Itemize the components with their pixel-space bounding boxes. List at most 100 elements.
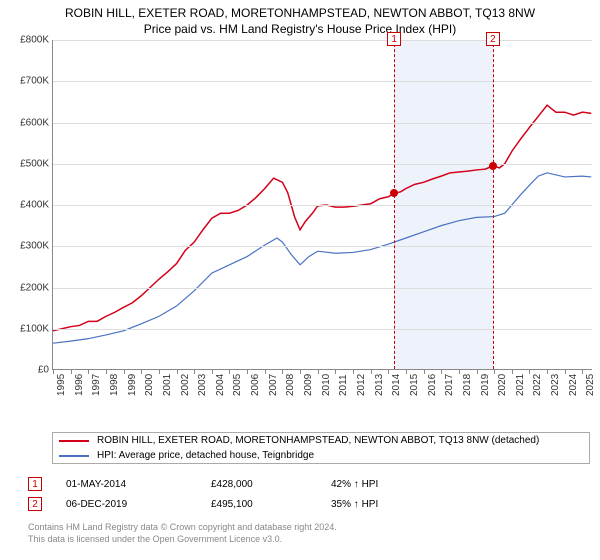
gridline xyxy=(53,164,592,165)
event-table-row: 2 06-DEC-2019£495,10035% ↑ HPI xyxy=(28,494,590,514)
y-axis-label: £400K xyxy=(9,200,49,211)
chart-title-address: ROBIN HILL, EXETER ROAD, MORETONHAMPSTEA… xyxy=(0,0,600,20)
event-badge: 2 xyxy=(486,32,500,46)
x-axis-label: 2011 xyxy=(338,374,349,396)
x-axis-tick xyxy=(529,370,530,374)
x-axis-tick xyxy=(318,370,319,374)
event-marker-line xyxy=(493,34,494,369)
event-date: 06-DEC-2019 xyxy=(66,499,211,510)
x-axis-label: 2000 xyxy=(144,374,155,396)
footnote: Contains HM Land Registry data © Crown c… xyxy=(28,522,590,545)
event-marker-line xyxy=(394,34,395,369)
x-axis-tick xyxy=(565,370,566,374)
x-axis-label: 2023 xyxy=(550,374,561,396)
x-axis-label: 1995 xyxy=(56,374,67,396)
event-table-badge: 2 xyxy=(28,497,42,511)
gridline xyxy=(53,246,592,247)
event-table: 101-MAY-2014£428,00042% ↑ HPI206-DEC-201… xyxy=(28,474,590,514)
gridline xyxy=(53,81,592,82)
x-axis-label: 2010 xyxy=(321,374,332,396)
gridline xyxy=(53,123,592,124)
legend-label: HPI: Average price, detached house, Teig… xyxy=(97,450,314,461)
series-line-hpi xyxy=(53,173,591,343)
event-date: 01-MAY-2014 xyxy=(66,479,211,490)
x-axis-tick xyxy=(53,370,54,374)
event-point-marker xyxy=(489,162,497,170)
x-axis-label: 2012 xyxy=(356,374,367,396)
x-axis-tick xyxy=(512,370,513,374)
x-axis-label: 2025 xyxy=(585,374,596,396)
x-axis-tick xyxy=(371,370,372,374)
legend-swatch xyxy=(59,440,89,442)
footnote-line-2: This data is licensed under the Open Gov… xyxy=(28,534,590,546)
x-axis-label: 2020 xyxy=(497,374,508,396)
y-axis-label: £300K xyxy=(9,241,49,252)
event-price: £428,000 xyxy=(211,479,331,490)
x-axis-tick xyxy=(247,370,248,374)
x-axis-label: 1999 xyxy=(127,374,138,396)
x-axis-label: 2001 xyxy=(162,374,173,396)
x-axis-tick xyxy=(141,370,142,374)
x-axis-tick xyxy=(335,370,336,374)
y-axis-label: £600K xyxy=(9,117,49,128)
x-axis-label: 2019 xyxy=(480,374,491,396)
x-axis-tick xyxy=(547,370,548,374)
x-axis-label: 2021 xyxy=(515,374,526,396)
x-axis-label: 1998 xyxy=(109,374,120,396)
x-axis-tick xyxy=(177,370,178,374)
x-axis-tick xyxy=(282,370,283,374)
x-axis-label: 2018 xyxy=(462,374,473,396)
x-axis-tick xyxy=(494,370,495,374)
y-axis-label: £700K xyxy=(9,76,49,87)
x-axis-label: 2004 xyxy=(215,374,226,396)
x-axis-label: 2008 xyxy=(285,374,296,396)
x-axis-label: 2017 xyxy=(444,374,455,396)
legend-swatch xyxy=(59,455,89,457)
chart-area: £0£100K£200K£300K£400K£500K£600K£700K£80… xyxy=(10,40,592,400)
gridline xyxy=(53,205,592,206)
x-axis-label: 2016 xyxy=(427,374,438,396)
x-axis-label: 2022 xyxy=(532,374,543,396)
x-axis-tick xyxy=(229,370,230,374)
x-axis-tick xyxy=(582,370,583,374)
footnote-line-1: Contains HM Land Registry data © Crown c… xyxy=(28,522,590,534)
x-axis-tick xyxy=(300,370,301,374)
legend-item: ROBIN HILL, EXETER ROAD, MORETONHAMPSTEA… xyxy=(53,433,589,448)
x-axis-label: 2003 xyxy=(197,374,208,396)
x-axis-tick xyxy=(406,370,407,374)
x-axis-label: 2024 xyxy=(568,374,579,396)
chart-subtitle: Price paid vs. HM Land Registry's House … xyxy=(0,20,600,40)
x-axis-label: 2013 xyxy=(374,374,385,396)
gridline xyxy=(53,288,592,289)
legend-box: ROBIN HILL, EXETER ROAD, MORETONHAMPSTEA… xyxy=(52,432,590,464)
x-axis-label: 2005 xyxy=(232,374,243,396)
x-axis-label: 1997 xyxy=(91,374,102,396)
x-axis-tick xyxy=(124,370,125,374)
x-axis-tick xyxy=(106,370,107,374)
y-axis-label: £500K xyxy=(9,158,49,169)
y-axis-label: £100K xyxy=(9,323,49,334)
y-axis-label: £800K xyxy=(9,35,49,46)
x-axis-label: 2007 xyxy=(268,374,279,396)
event-point-marker xyxy=(390,189,398,197)
x-axis-tick xyxy=(88,370,89,374)
x-axis-label: 2002 xyxy=(180,374,191,396)
x-axis-tick xyxy=(353,370,354,374)
x-axis-tick xyxy=(194,370,195,374)
event-diff: 42% ↑ HPI xyxy=(331,479,451,490)
event-diff: 35% ↑ HPI xyxy=(331,499,451,510)
event-price: £495,100 xyxy=(211,499,331,510)
gridline xyxy=(53,40,592,41)
x-axis-tick xyxy=(212,370,213,374)
x-axis-label: 2009 xyxy=(303,374,314,396)
x-axis-label: 2006 xyxy=(250,374,261,396)
x-axis-tick xyxy=(459,370,460,374)
x-axis-label: 1996 xyxy=(74,374,85,396)
x-axis-tick xyxy=(71,370,72,374)
y-axis-label: £0 xyxy=(9,365,49,376)
plot-area: £0£100K£200K£300K£400K£500K£600K£700K£80… xyxy=(52,40,592,370)
x-axis-tick xyxy=(159,370,160,374)
x-axis-label: 2014 xyxy=(391,374,402,396)
y-axis-label: £200K xyxy=(9,282,49,293)
series-line-price_paid xyxy=(53,105,591,331)
